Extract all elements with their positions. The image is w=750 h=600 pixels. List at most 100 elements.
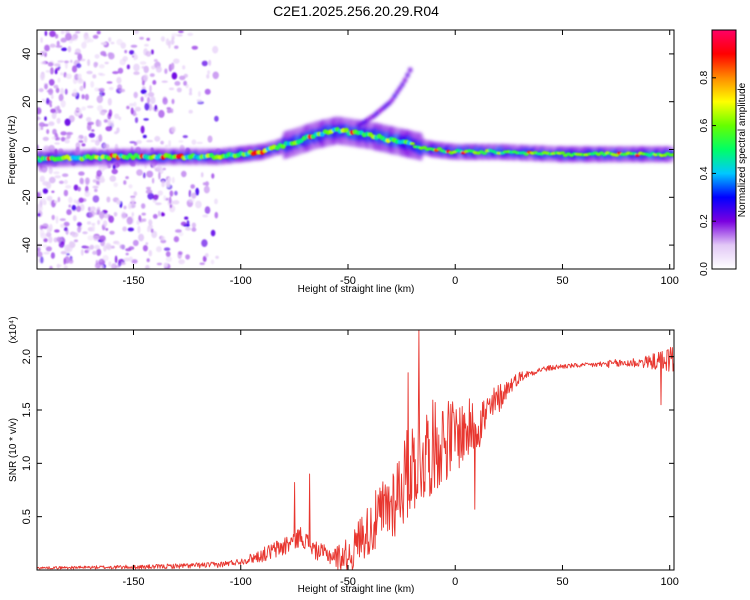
spectrogram-speckle — [155, 66, 162, 73]
spectrogram-speckle — [148, 218, 152, 226]
spectrogram-speckle — [48, 79, 55, 86]
spectrogram-speckle — [165, 251, 171, 257]
spectrogram-speckle — [79, 86, 84, 91]
spectrogram-speckle — [61, 173, 69, 177]
spectrogram-speckle — [111, 263, 117, 269]
spectrogram-speckle — [133, 63, 140, 72]
spectrogram-speckle — [111, 168, 118, 175]
spectrogram-speckle — [90, 139, 96, 143]
spectrogram-speckle — [72, 215, 77, 222]
spectrogram-speckle — [128, 203, 132, 210]
spectrogram-branch-cell — [402, 77, 408, 83]
spectrogram-speckle — [201, 239, 208, 248]
spectrogram-speckle — [85, 177, 90, 184]
spectrogram-speckle — [64, 88, 68, 95]
spectrogram-speckle — [40, 232, 47, 239]
spectrogram-speckle — [158, 210, 161, 217]
spectrogram-speckle — [97, 219, 100, 225]
spectrogram-speckle — [208, 59, 212, 66]
spectrogram-speckle — [37, 107, 42, 115]
spectrogram-speckle — [84, 190, 91, 197]
snr-x-tick-label: 0 — [452, 576, 458, 588]
spectrogram-speckle — [141, 203, 146, 209]
spectrogram-speckle — [45, 246, 53, 252]
spectrogram-speckle — [188, 109, 193, 114]
spectrogram-speckle — [96, 169, 102, 177]
spectrogram-speckle — [199, 262, 205, 265]
spectrogram-speckle — [162, 97, 168, 105]
spectrogram-speckle — [91, 224, 96, 232]
spectrogram-y-ticks: -40 -20 0 20 40 — [21, 48, 674, 253]
spectrogram-speckle — [138, 215, 142, 223]
spectrogram-speckle — [160, 239, 167, 244]
spectrogram-speckle — [56, 263, 61, 269]
spectrogram-speckle — [48, 144, 55, 153]
spectrogram-speckle — [96, 180, 100, 185]
spectrogram-speckle — [174, 45, 179, 49]
snr-x-tick-label: -150 — [122, 576, 144, 588]
spectrogram-speckle — [100, 111, 106, 116]
colorbar-tick-label: 0.4 — [699, 166, 710, 180]
spectrogram-speckle — [161, 212, 165, 217]
spectrogram-speckle — [78, 140, 84, 143]
spectrogram-speckle — [144, 93, 148, 98]
colorbar: 0.0 0.2 0.4 0.6 0.8 Normalized spectral ampl… — [699, 29, 748, 276]
spectrogram-speckle — [43, 123, 49, 127]
spectrogram-speckle — [71, 65, 78, 73]
spectrogram-speckle — [75, 30, 81, 34]
spectrogram-core-cell — [436, 147, 442, 151]
colorbar-tick-label: 0.6 — [699, 118, 710, 132]
spectrogram-speckle — [154, 135, 161, 142]
spectrogram-speckle — [60, 131, 67, 136]
spectrogram-speckle — [171, 33, 178, 37]
spectrogram-speckle — [155, 202, 162, 206]
spectrogram-speckle — [103, 119, 108, 123]
spectrogram-speckle — [141, 212, 146, 216]
spectrogram-speckle — [44, 116, 47, 121]
spectrogram-speckle — [133, 91, 138, 99]
spectrogram-speckle — [178, 231, 184, 237]
spectrogram-speckle — [97, 120, 102, 127]
spectrogram-speckle — [68, 259, 74, 264]
spectrogram-speckle — [112, 71, 119, 75]
spectrogram-speckle — [60, 100, 66, 108]
spectrogram-core-cell — [343, 127, 349, 133]
spectrogram-speckle — [108, 261, 112, 267]
spectrogram-speckle — [49, 265, 53, 269]
spectrogram-speckle — [37, 192, 41, 198]
spectrogram-speckle — [152, 80, 157, 85]
spectrogram-y-tick-label: 40 — [21, 48, 33, 60]
spectrogram-speckle — [161, 80, 168, 83]
spectrogram-speckle — [55, 215, 59, 224]
spectrogram-speckle — [165, 180, 171, 187]
spectrogram-speckle — [76, 63, 82, 69]
spectrogram-speckle — [98, 72, 103, 76]
spectrogram-speckle — [171, 35, 175, 41]
snr-series-line — [37, 330, 674, 570]
spectrogram-speckle — [134, 30, 140, 34]
spectrogram-speckle — [68, 196, 73, 204]
spectrogram-speckle — [142, 245, 148, 252]
spectrogram-speckle — [99, 177, 105, 183]
spectrogram-speckle — [106, 196, 111, 203]
spectrogram-speckle — [168, 140, 172, 147]
spectrogram-speckle — [63, 265, 68, 269]
spectrogram-speckle — [207, 135, 213, 143]
spectrogram-speckle — [53, 171, 60, 175]
spectrogram-speckle — [60, 37, 67, 43]
spectrogram-speckle — [195, 200, 202, 209]
spectrogram-speckle — [122, 56, 128, 62]
spectrogram-speckle — [58, 180, 64, 184]
spectrogram-speckle — [201, 60, 208, 67]
spectrogram-speckle — [184, 216, 189, 220]
spectrogram-speckle — [65, 32, 72, 41]
spectrogram-speckle — [103, 220, 108, 228]
spectrogram-speckle — [113, 182, 118, 188]
spectrogram-speckle — [50, 108, 56, 114]
spectrogram-speckle — [109, 175, 117, 182]
spectrogram-speckle — [59, 218, 66, 222]
spectrogram-speckle — [198, 91, 201, 97]
spectrogram-speckle — [186, 220, 190, 228]
spectrogram-speckle — [183, 80, 188, 86]
spectrogram-speckle — [53, 84, 59, 89]
